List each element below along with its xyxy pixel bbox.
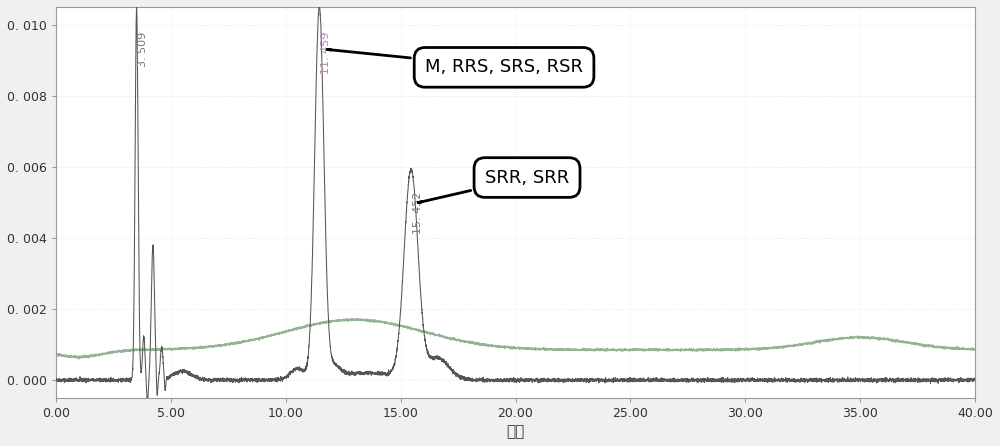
Text: 3. 509: 3. 509	[138, 32, 148, 67]
Text: 15. 452: 15. 452	[413, 192, 423, 234]
X-axis label: 分钟: 分钟	[506, 424, 525, 439]
Text: 11. 459: 11. 459	[321, 32, 331, 74]
Text: M, RRS, SRS, RSR: M, RRS, SRS, RSR	[327, 50, 583, 76]
Text: SRR, SRR: SRR, SRR	[418, 169, 569, 202]
